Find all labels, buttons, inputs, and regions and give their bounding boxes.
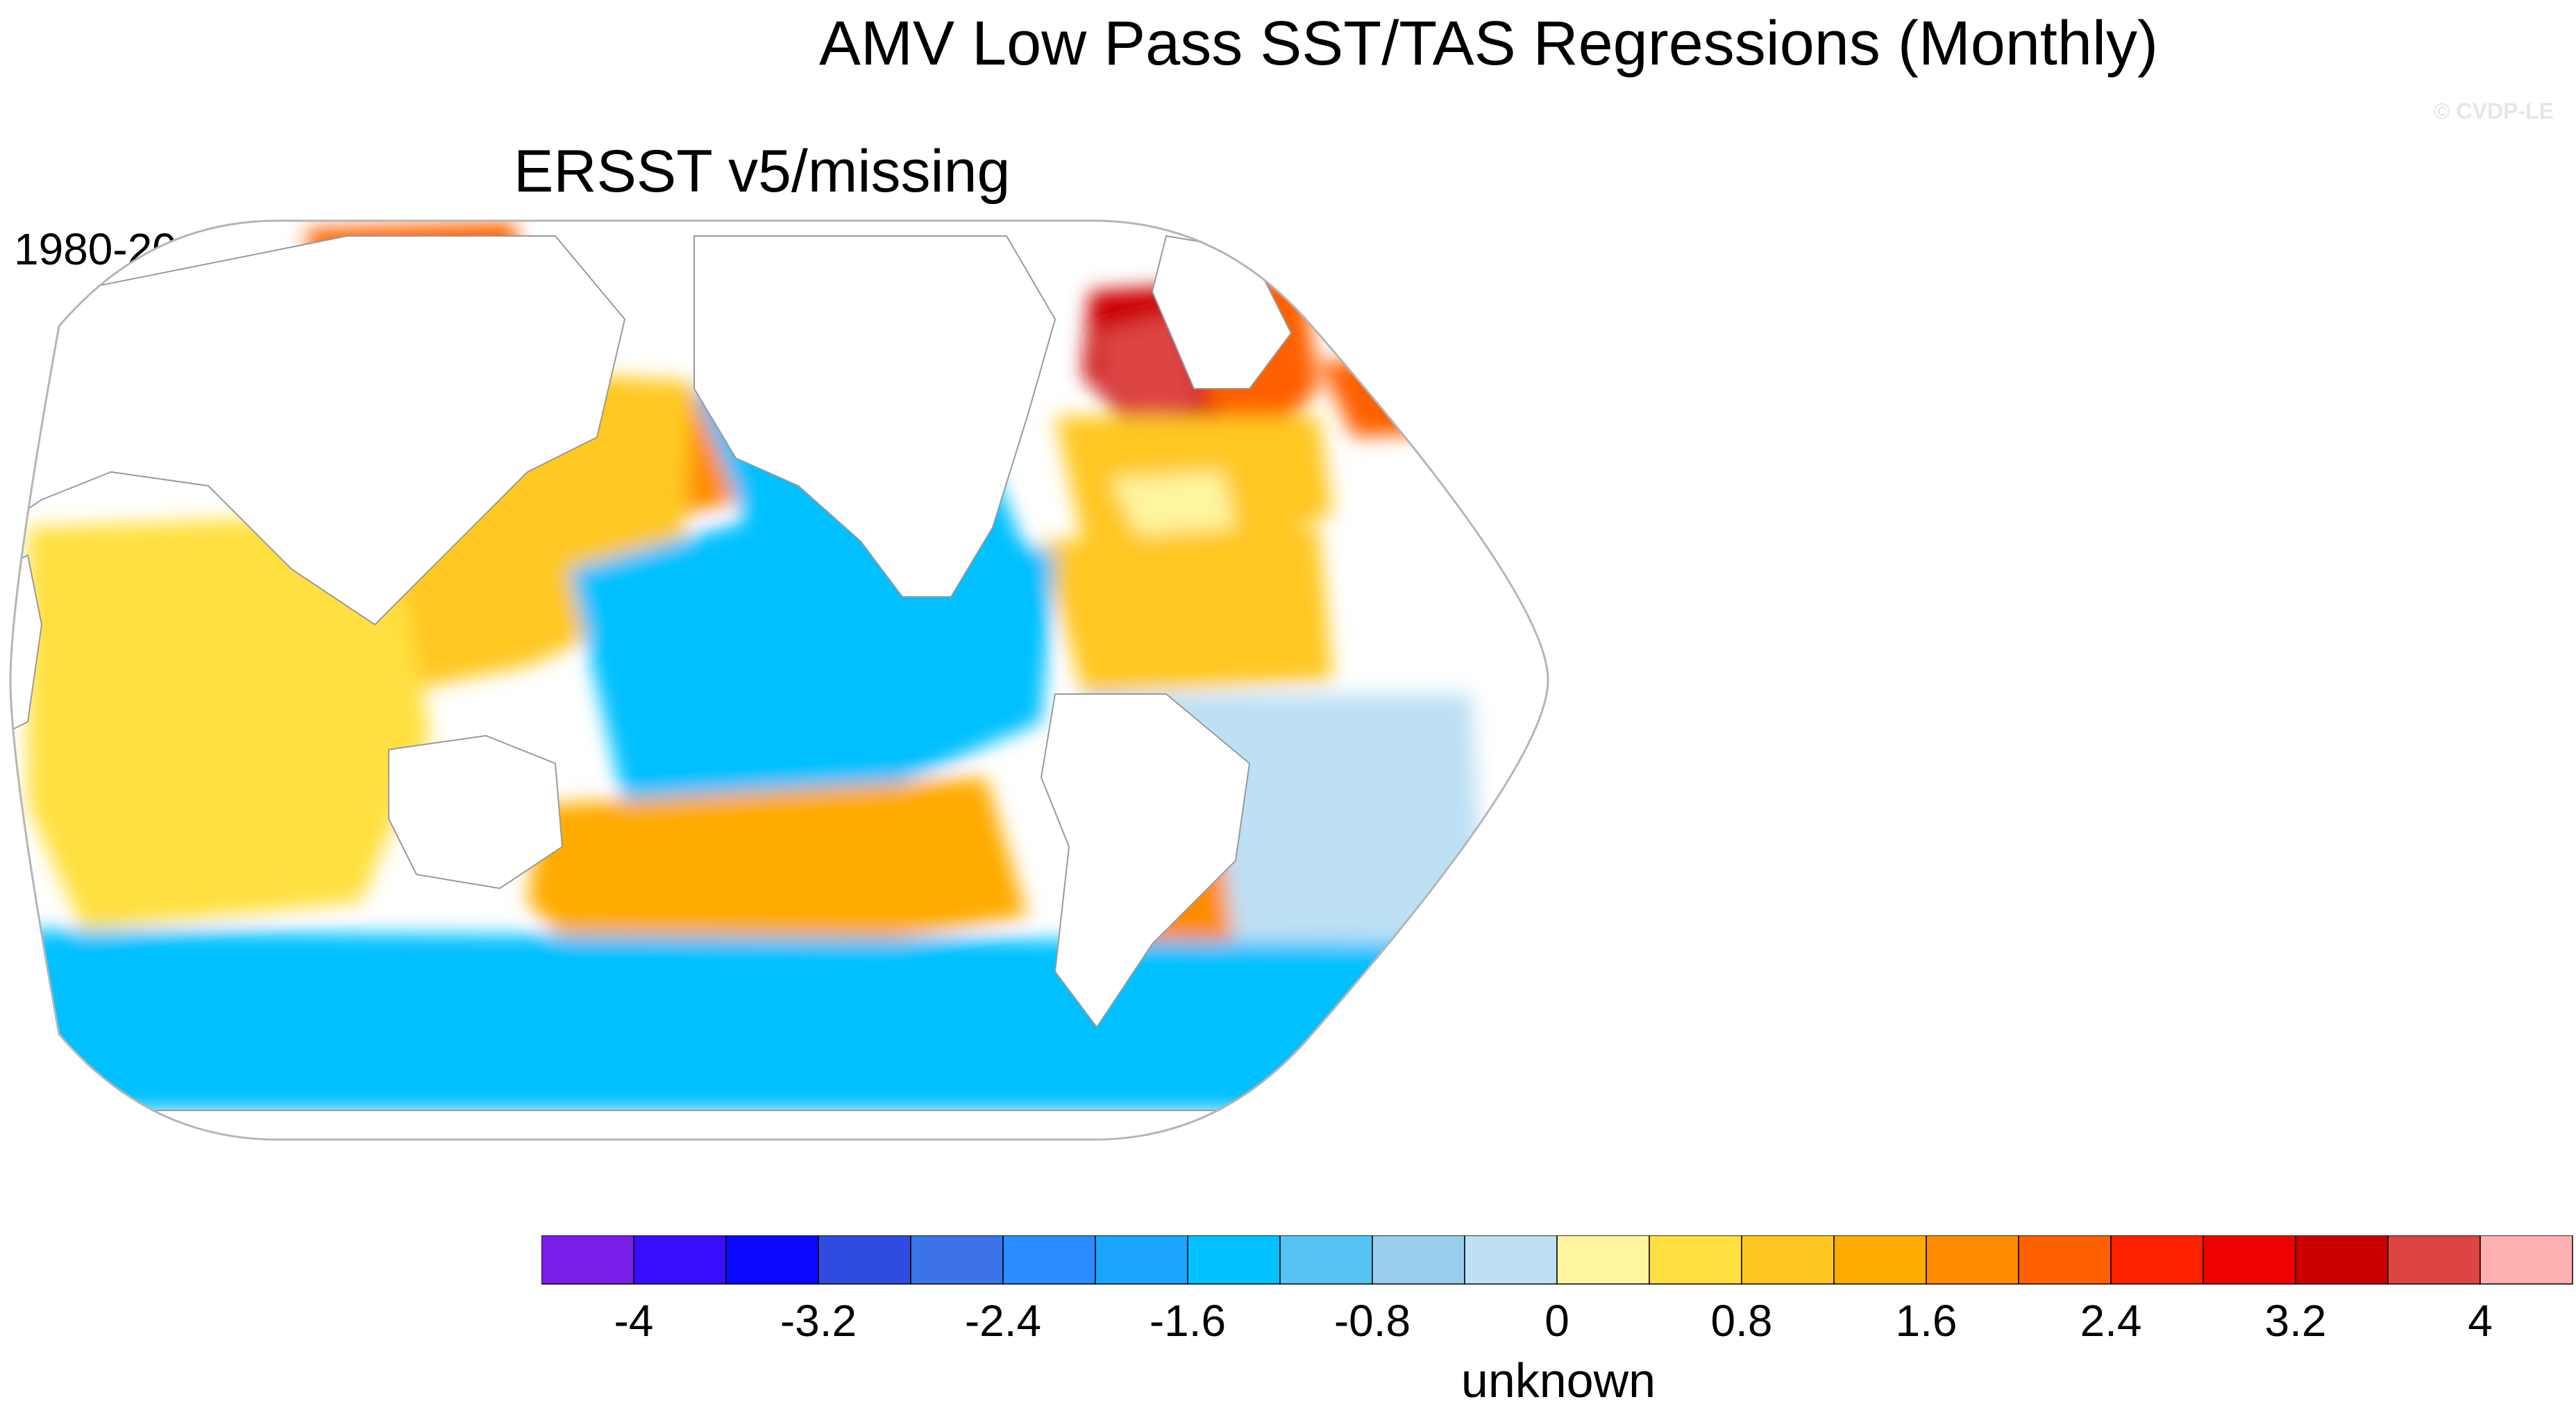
australia-land	[388, 734, 564, 890]
colorbar-bin	[1926, 1235, 2019, 1285]
colorbar-bin	[1095, 1235, 1188, 1285]
colorbar-bin	[2295, 1235, 2389, 1285]
colorbar-bin	[1833, 1235, 1927, 1285]
eurasia-land	[10, 235, 626, 626]
panel-subtitle: ERSST v5/missing	[514, 138, 1011, 205]
colorbar-bin	[2203, 1235, 2296, 1285]
colorbar-bin	[1372, 1235, 1465, 1285]
antarctica-land	[10, 1110, 1548, 1140]
field-region: Indian Ocean	[28, 514, 430, 930]
colorbar-bin	[1649, 1235, 1742, 1285]
colorbar-bin	[2480, 1235, 2573, 1285]
colorbar-bin	[2018, 1235, 2112, 1285]
field-region: Southern Ocean	[28, 930, 1527, 1110]
chart-title: AMV Low Pass SST/TAS Regressions (Monthl…	[819, 9, 2158, 78]
colorbar-tick-label: -2.4	[965, 1296, 1041, 1346]
colorbar-tick-label: -3.2	[780, 1296, 857, 1346]
colorbar-bin	[1279, 1235, 1373, 1285]
colorbar-bin	[2387, 1235, 2481, 1285]
colorbar-bin	[2110, 1235, 2204, 1285]
north-america-land	[693, 235, 1057, 598]
colorbar-bin	[910, 1235, 1004, 1285]
colorbar-bin	[1741, 1235, 1835, 1285]
field-region: South Pacific	[528, 777, 1027, 986]
colorbar-tick-label: 2.4	[2080, 1296, 2142, 1346]
colorbar-label: unknown	[1461, 1353, 1656, 1408]
watermark: © CVDP-LE	[2434, 99, 2554, 124]
colorbar-bin	[1002, 1235, 1096, 1285]
colorbar-tick-label: 0	[1544, 1296, 1569, 1346]
colorbar-bin	[633, 1235, 727, 1285]
colorbar-bin	[818, 1235, 911, 1285]
colorbar-tick-label: -0.8	[1334, 1296, 1411, 1346]
map-field: North Atlantic subpolarLabrador SeaGreen…	[10, 221, 1548, 1140]
colorbar-tick-label: 3.2	[2265, 1296, 2327, 1346]
colorbar-tick-label: 0.8	[1711, 1296, 1773, 1346]
colorbar-bin	[541, 1235, 634, 1285]
colorbar-bin	[725, 1235, 819, 1285]
south-america-land	[1040, 693, 1251, 1029]
field-region: Gulf Stream region	[1111, 472, 1236, 534]
field-region: Tropical Atlantic	[1041, 527, 1333, 694]
colorbar-tick-label: -4	[614, 1296, 654, 1346]
map-outline	[9, 219, 1549, 1141]
colorbar: -4 -3.2 -2.4 -1.6 -0.8 0 0.8 1.6 2.4 3.2 4 unknown	[541, 1235, 2573, 1408]
colorbar-bin	[1187, 1235, 1281, 1285]
colorbar-bin	[1556, 1235, 1650, 1285]
colorbar-bin	[1464, 1235, 1558, 1285]
africa-land	[10, 554, 43, 737]
colorbar-tick-label: -1.6	[1150, 1296, 1226, 1346]
colorbar-tick-label: 1.6	[1896, 1296, 1958, 1346]
sst-regression-map: North Atlantic subpolarLabrador SeaGreen…	[9, 219, 1549, 1141]
colorbar-tick-label: 4	[2468, 1296, 2493, 1346]
